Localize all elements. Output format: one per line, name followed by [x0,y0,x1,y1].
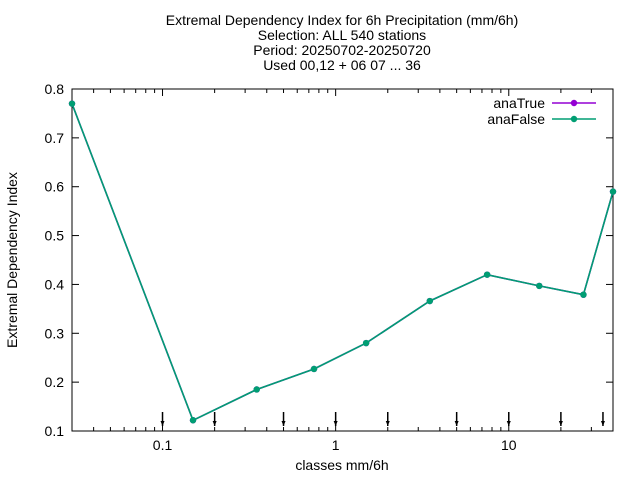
threshold-marker-head [212,421,217,426]
y-tick-label: 0.8 [45,81,65,97]
data-point-anaFalse [609,188,617,195]
title-line-3: Used 00,12 + 06 07 ... 36 [263,57,421,73]
x-tick-label: 10 [501,437,517,453]
threshold-marker-head [160,421,165,426]
x-axis: 0.1 1 10 [71,89,614,453]
threshold-marker-head [333,421,338,426]
data-point-anaFalse [362,339,370,347]
y-axis-label: Extremal Dependency Index [4,172,20,348]
x-tick-label: 0.1 [153,437,173,453]
threshold-marker-head [600,421,605,426]
data-point-anaFalse [483,271,491,278]
chart-title: Extremal Dependency Index for 6h Precipi… [166,12,519,73]
class-threshold-markers [160,412,605,426]
threshold-marker-head [281,421,286,426]
data-point-anaFalse [68,100,76,107]
series-lines [68,100,617,424]
threshold-marker-head [385,421,390,426]
y-tick-label: 0.4 [45,276,65,292]
threshold-marker-head [558,421,563,426]
y-tick-label: 0.1 [45,423,65,439]
legend-label-anaFalse: anaFalse [487,111,545,127]
y-tick-label: 0.2 [45,374,65,390]
data-point-anaFalse [580,291,587,298]
title-line-1: Selection: ALL 540 stations [258,27,426,43]
plot-frame [71,88,614,432]
series-line-anaTrue [71,103,614,422]
data-point-anaFalse [310,365,318,373]
data-point-anaFalse [536,282,543,290]
legend-marker-anaFalse [570,115,578,123]
y-tick-label: 0.5 [45,228,65,244]
threshold-marker-head [506,421,511,426]
x-axis-label: classes mm/6h [295,457,388,473]
threshold-marker-head [454,421,459,426]
title-line-0: Extremal Dependency Index for 6h Precipi… [166,12,519,28]
data-point-anaFalse [189,417,197,424]
y-tick-label: 0.7 [45,130,65,146]
y-tick-label: 0.3 [45,325,65,341]
data-point-anaFalse [426,297,434,305]
x-tick-label: 1 [332,437,340,453]
data-point-anaFalse [253,386,260,393]
title-line-2: Period: 20250702-20250720 [253,42,431,58]
series-line-anaFalse [71,103,614,422]
y-axis: 0.1 0.2 0.3 0.4 0.5 0.6 0.7 0.8 [45,81,613,439]
y-tick-label: 0.6 [45,179,65,195]
legend-marker-anaTrue [570,99,578,107]
legend-label-anaTrue: anaTrue [493,95,545,111]
